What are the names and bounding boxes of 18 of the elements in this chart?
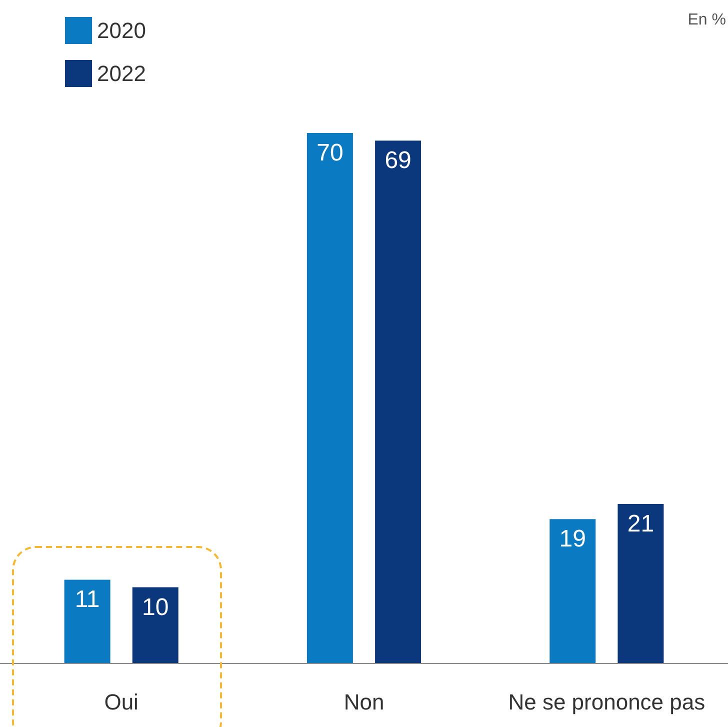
data-label: 69 — [384, 147, 412, 174]
bar — [375, 140, 422, 663]
data-label: 11 — [74, 586, 100, 614]
x-tick-label: Non — [344, 690, 384, 714]
x-tick-label: Ne se prononce pas — [508, 690, 706, 714]
data-label: 70 — [316, 140, 344, 166]
data-label: 21 — [627, 510, 654, 538]
bar — [132, 587, 178, 663]
data-label: 19 — [559, 526, 586, 553]
x-tick-label: Oui — [104, 690, 138, 714]
bar — [306, 133, 353, 663]
legend-label: 2020 — [97, 18, 146, 43]
bar — [550, 519, 596, 663]
bar — [618, 504, 664, 663]
text: En % — [688, 12, 726, 28]
bar — [64, 580, 110, 663]
legend-label: 2022 — [97, 61, 146, 86]
data-label: 10 — [142, 594, 169, 621]
